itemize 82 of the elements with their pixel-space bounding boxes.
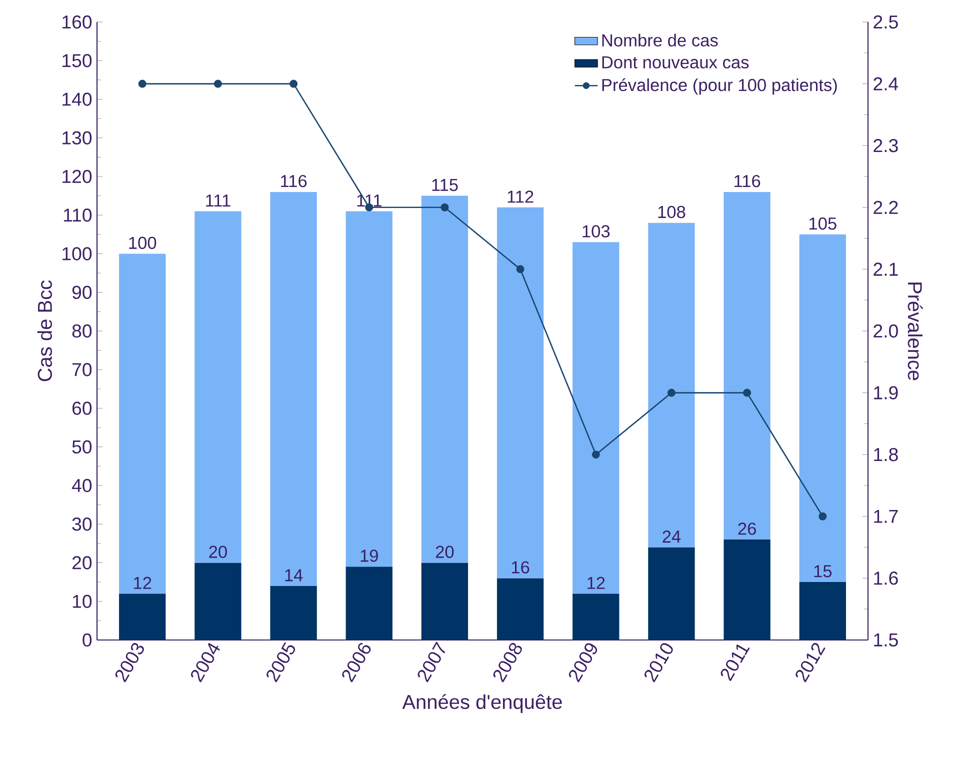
data-label: 24	[662, 530, 681, 543]
y-tick-label: 130	[62, 131, 92, 144]
point	[214, 80, 222, 88]
y2-tick-label: 2.3	[874, 138, 898, 152]
total-label: 116	[734, 174, 760, 188]
y2-tick-label: 1.6	[874, 572, 898, 585]
y-tick-label: 30	[72, 517, 92, 531]
bar	[270, 192, 317, 586]
point	[667, 388, 676, 397]
y2-tick-label: 1.5	[874, 633, 898, 646]
total-label: 108	[658, 206, 686, 218]
bar	[421, 562, 468, 640]
bar	[724, 540, 770, 640]
y2-tick-label: 2.5	[874, 15, 898, 29]
data-label: 26	[738, 522, 756, 535]
y-tick-label: 140	[62, 92, 92, 106]
data-label: 19	[360, 550, 378, 562]
bar	[799, 234, 846, 582]
legend-label: Nombre de cas	[602, 34, 718, 46]
bar	[572, 242, 620, 594]
y2-tick-label: 2.0	[874, 324, 898, 338]
point	[592, 450, 600, 459]
bar	[119, 594, 166, 640]
point	[440, 203, 449, 212]
bar	[648, 222, 695, 548]
legend-label: Prévalence (pour 100 patients)	[602, 78, 837, 95]
point	[818, 512, 827, 520]
x-axis-title: Années d'enquête	[402, 694, 562, 713]
bar	[194, 562, 242, 640]
bar	[346, 211, 392, 567]
legend-label: Dont nouveaux cas	[602, 56, 749, 68]
bar	[119, 254, 166, 594]
total-label: 115	[432, 179, 458, 192]
y2-tick-label: 2.1	[874, 262, 898, 276]
data-label: 20	[436, 546, 454, 558]
y-tick-label: 150	[62, 54, 92, 68]
total-label: 116	[281, 174, 307, 188]
y-tick-label: 120	[62, 170, 92, 184]
y-axis-title: Cas de Bcc	[37, 280, 52, 382]
bar	[421, 196, 468, 563]
total-label: 112	[508, 190, 534, 203]
y-tick-label: 20	[72, 556, 92, 570]
bar	[724, 192, 770, 540]
y2-tick-label: 1.9	[874, 386, 898, 400]
data-label: 20	[209, 546, 227, 558]
y-tick-label: 70	[72, 362, 92, 376]
y-tick-label: 110	[64, 208, 92, 222]
total-label: 105	[810, 217, 836, 230]
bar	[496, 578, 544, 640]
point	[290, 80, 298, 88]
y2-tick-label: 1.7	[874, 510, 898, 523]
total-label: 111	[206, 194, 230, 207]
y2-axis-title: Prévalence	[908, 282, 923, 380]
bar	[572, 594, 620, 640]
bar	[270, 586, 317, 640]
bar	[648, 547, 695, 640]
y2-tick-label: 2.4	[874, 77, 898, 90]
y-tick-label: 10	[72, 594, 92, 608]
y2-tick-label: 1.8	[874, 448, 898, 462]
y-tick-label: 40	[72, 478, 92, 492]
point	[138, 80, 146, 88]
y-tick-label: 50	[72, 440, 92, 454]
point	[743, 388, 752, 397]
total-label: 103	[582, 225, 610, 238]
data-label: 14	[285, 569, 303, 582]
y-tick-label: 80	[72, 324, 92, 338]
y-tick-label: 0	[82, 633, 92, 647]
total-label: 100	[129, 236, 156, 250]
bar	[496, 207, 544, 578]
data-label: 15	[814, 565, 832, 578]
point	[516, 265, 524, 274]
y-tick-label: 90	[72, 286, 92, 299]
bar	[346, 566, 392, 640]
y2-tick-label: 2.2	[874, 200, 898, 214]
data-label: 12	[134, 576, 152, 589]
y-tick-label: 100	[62, 247, 92, 260]
data-label: 12	[588, 576, 605, 589]
y-tick-label: 60	[72, 402, 92, 415]
y-tick-label: 160	[62, 15, 92, 29]
bar	[799, 582, 846, 640]
bar	[194, 211, 242, 563]
data-label: 16	[512, 561, 530, 574]
